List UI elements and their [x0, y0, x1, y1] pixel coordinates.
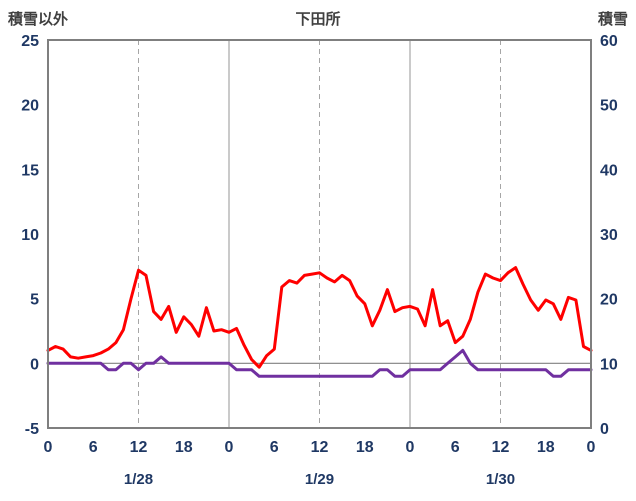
x-axis-tick-label: 18: [175, 439, 193, 456]
right-axis-tick-label: 0: [600, 421, 609, 438]
x-axis-tick-label: 18: [537, 439, 555, 456]
x-axis-tick-label: 6: [89, 439, 98, 456]
date-label: 1/30: [486, 471, 515, 488]
left-axis-tick-label: 10: [21, 227, 39, 244]
date-label: 1/28: [124, 471, 153, 488]
series-line-snow: [46, 348, 593, 378]
chart-title: 下田所: [295, 11, 341, 28]
x-axis-tick-label: 0: [44, 439, 53, 456]
x-axis-tick-label: 0: [587, 439, 596, 456]
left-axis-tick-label: -5: [25, 421, 39, 438]
series-line-non-snow: [46, 266, 593, 369]
x-axis-tick-label: 18: [356, 439, 374, 456]
x-axis-tick-label: 12: [130, 439, 148, 456]
right-axis-tick-label: 20: [600, 292, 618, 309]
x-axis-tick-label: 0: [406, 439, 415, 456]
left-axis-title: 積雪以外: [8, 11, 69, 28]
x-axis-tick-label: 12: [492, 439, 510, 456]
left-axis-tick-label: 20: [21, 98, 39, 115]
right-axis-tick-label: 50: [600, 98, 618, 115]
left-axis-tick-label: 0: [30, 356, 39, 373]
x-axis-tick-label: 6: [451, 439, 460, 456]
x-axis-tick-label: 6: [270, 439, 279, 456]
plot-border: [47, 39, 592, 429]
right-axis-tick-label: 40: [600, 162, 618, 179]
left-axis-tick-label: 25: [21, 33, 39, 50]
x-axis-tick-label: 0: [225, 439, 234, 456]
right-axis-tick-label: 10: [600, 356, 618, 373]
right-axis-tick-label: 60: [600, 33, 618, 50]
x-axis-tick-label: 12: [311, 439, 329, 456]
left-axis-tick-label: 15: [21, 162, 39, 179]
right-axis-tick-label: 30: [600, 227, 618, 244]
left-axis-tick-label: 5: [30, 292, 39, 309]
date-label: 1/29: [305, 471, 334, 488]
right-axis-title: 積雪: [597, 11, 628, 28]
